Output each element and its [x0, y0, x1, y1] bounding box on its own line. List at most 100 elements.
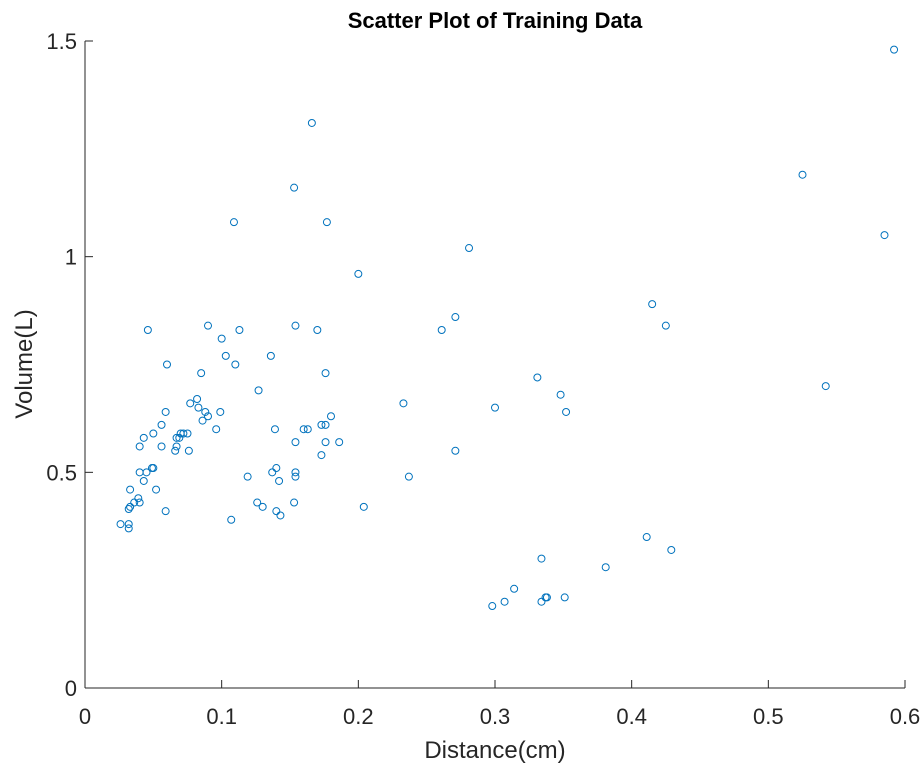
- data-point: [183, 429, 192, 438]
- data-point: [488, 602, 497, 611]
- data-point: [291, 472, 300, 481]
- plot-area: 0 0.1 0.2 0.3 0.4 0.5 0.6 0 0.5 1 1.5: [46, 29, 920, 729]
- data-point: [313, 325, 322, 334]
- data-point: [139, 476, 148, 485]
- data-point: [135, 442, 144, 451]
- data-point: [212, 425, 221, 434]
- data-point: [533, 373, 542, 382]
- data-point: [204, 412, 212, 421]
- data-point: [404, 472, 413, 481]
- data-point: [321, 438, 330, 447]
- data-point: [139, 433, 148, 442]
- data-point: [186, 399, 195, 408]
- data-point: [890, 45, 899, 54]
- data-point: [880, 231, 889, 240]
- data-point: [258, 502, 267, 511]
- data-point: [235, 325, 244, 334]
- data-point: [291, 438, 300, 447]
- data-point: [798, 170, 807, 179]
- data-point: [217, 334, 226, 343]
- data-point: [126, 502, 135, 511]
- data-point: [143, 325, 152, 334]
- x-axis-ticks: 0 0.1 0.2 0.3 0.4 0.5 0.6: [79, 680, 920, 729]
- data-point: [124, 524, 133, 533]
- data-point: [465, 244, 474, 253]
- data-point: [231, 360, 240, 369]
- x-tick-label: 0.2: [343, 704, 374, 729]
- data-point: [560, 593, 569, 602]
- x-tick-label: 0.6: [890, 704, 921, 729]
- data-point: [253, 498, 262, 507]
- data-point: [152, 485, 161, 494]
- data-point: [157, 442, 166, 451]
- y-tick-label: 0: [65, 676, 77, 701]
- y-tick-label: 0.5: [46, 460, 77, 485]
- data-point: [500, 597, 509, 606]
- data-points: [116, 45, 899, 611]
- x-tick-label: 0.3: [480, 704, 511, 729]
- data-point: [291, 468, 300, 477]
- y-axis-label: Volume(L): [11, 309, 38, 418]
- data-point: [437, 325, 446, 334]
- data-point: [359, 502, 368, 511]
- data-point: [642, 533, 651, 542]
- data-point: [317, 451, 326, 460]
- data-point: [451, 313, 460, 322]
- data-point: [171, 446, 180, 455]
- data-point: [221, 351, 230, 360]
- data-point: [272, 464, 281, 473]
- data-point: [299, 425, 308, 434]
- data-point: [537, 554, 546, 563]
- data-point: [193, 395, 202, 404]
- data-point: [321, 369, 330, 378]
- data-point: [135, 498, 144, 507]
- data-point: [335, 438, 344, 447]
- data-point: [317, 420, 326, 429]
- data-point: [161, 407, 170, 416]
- data-point: [661, 321, 670, 330]
- data-point: [821, 382, 830, 391]
- data-point: [290, 183, 299, 192]
- data-point: [276, 511, 285, 520]
- data-point: [290, 498, 299, 507]
- data-point: [179, 429, 188, 438]
- data-point: [510, 584, 519, 593]
- data-point: [227, 515, 236, 524]
- data-point: [172, 442, 181, 451]
- data-point: [163, 360, 171, 369]
- data-point: [243, 472, 252, 481]
- data-point: [201, 407, 210, 416]
- data-point: [291, 321, 300, 330]
- data-point: [216, 407, 225, 416]
- data-point: [270, 425, 279, 434]
- data-point: [161, 507, 170, 516]
- x-tick-label: 0.1: [206, 704, 237, 729]
- data-point: [198, 416, 207, 425]
- x-tick-label: 0.4: [616, 704, 647, 729]
- data-point: [556, 390, 565, 399]
- x-tick-label: 0: [79, 704, 91, 729]
- data-point: [149, 464, 158, 473]
- data-point: [268, 468, 277, 477]
- data-point: [142, 468, 151, 477]
- data-point: [399, 399, 408, 408]
- data-point: [197, 369, 206, 378]
- y-axis-ticks: 0 0.5 1 1.5: [46, 29, 93, 701]
- data-point: [204, 321, 212, 330]
- data-point: [175, 433, 184, 442]
- chart-title: Scatter Plot of Training Data: [348, 8, 643, 33]
- data-point: [354, 269, 363, 278]
- data-point: [648, 300, 657, 309]
- y-tick-label: 1: [65, 245, 77, 270]
- data-point: [130, 498, 139, 507]
- data-point: [321, 420, 330, 429]
- data-point: [157, 420, 166, 429]
- data-point: [126, 485, 135, 494]
- data-point: [327, 412, 335, 421]
- data-point: [537, 597, 546, 606]
- x-axis-label: Distance(cm): [424, 737, 565, 764]
- data-point: [275, 476, 284, 485]
- data-point: [172, 433, 181, 442]
- data-point: [451, 446, 460, 455]
